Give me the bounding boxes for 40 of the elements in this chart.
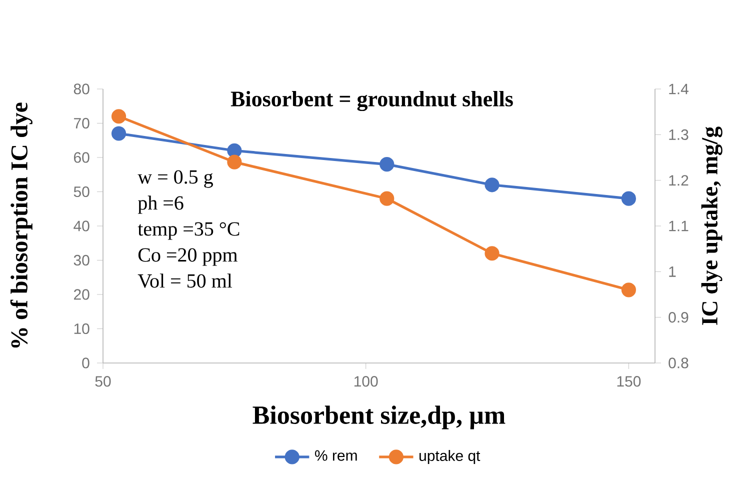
y2-tick-label: 1.4: [669, 84, 688, 94]
y2-tick-label: 0.9: [668, 312, 688, 323]
annotation: Co =20 ppm: [138, 248, 238, 266]
annotation: Vol = 50 ml: [138, 274, 232, 288]
chart-title: Biosorbent = groundnut shells: [230, 90, 513, 112]
y-tick-label: 50: [74, 186, 90, 198]
y-tick-label: 30: [74, 254, 90, 266]
y-tick-label: 20: [74, 289, 90, 300]
annotation: w = 0.5 g: [138, 170, 213, 188]
y2-tick-label: 1.1: [669, 220, 688, 232]
point: [111, 109, 126, 124]
x-tick-label: 50: [95, 376, 111, 387]
y-tick-label: 0: [82, 358, 90, 368]
point: [484, 178, 500, 192]
y-tick-label: 40: [74, 220, 90, 232]
y-tick-label: 80: [74, 84, 90, 94]
annotation: ph =6: [138, 196, 184, 214]
y2-tick-label: 0.8: [668, 358, 688, 368]
point: [484, 246, 500, 261]
x-axis-title: Biosorbent size,dp, µm: [252, 406, 506, 430]
point: [621, 282, 636, 298]
y2-tick-label: 1.2: [669, 175, 688, 186]
point: [111, 126, 126, 141]
y-axis-title: % of biosorption IC dye: [10, 102, 32, 348]
annotation: temp =35 °C: [138, 222, 240, 240]
legend-label: % rem: [315, 450, 357, 461]
x-tick-label: 100: [354, 376, 378, 387]
y-tick-label: 10: [74, 323, 90, 334]
point: [380, 191, 394, 206]
point: [227, 143, 242, 158]
y2-tick-label: 1: [669, 266, 676, 277]
y2-axis-title: IC dye uptake, mg/g: [701, 126, 722, 325]
point: [621, 191, 636, 206]
point: [227, 154, 242, 170]
y2-tick-label: 1.3: [669, 129, 688, 140]
y-tick-label: 70: [74, 118, 90, 129]
legend-label: uptake qt: [420, 450, 480, 464]
x-tick-label: 150: [617, 376, 641, 387]
y-tick-label: 60: [74, 152, 90, 163]
point: [380, 157, 394, 172]
